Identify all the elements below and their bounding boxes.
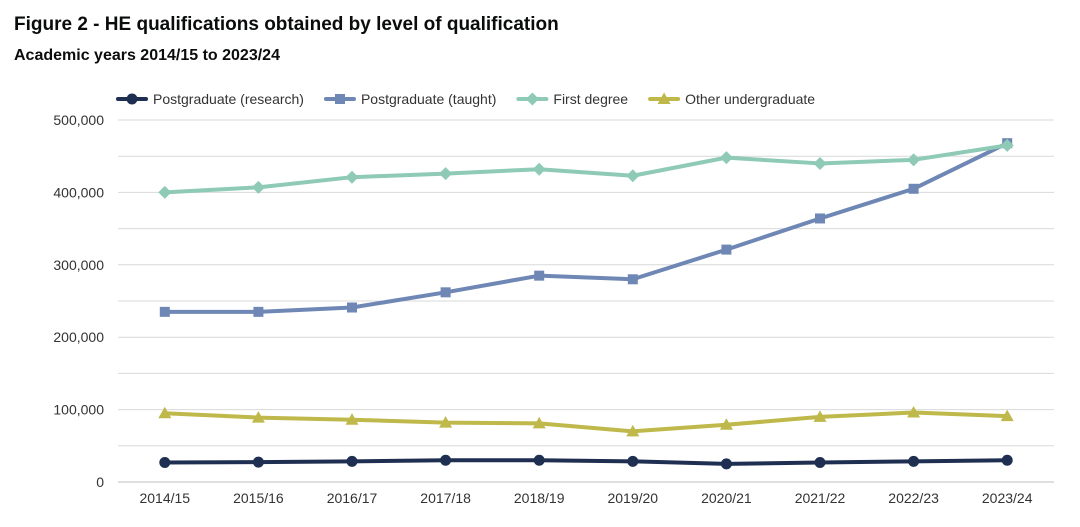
x-tick-label: 2018/19: [514, 490, 565, 506]
x-tick-label: 2023/24: [982, 490, 1033, 506]
y-tick-label: 400,000: [53, 184, 104, 200]
data-point-first-degree: [251, 180, 265, 194]
legend-marker: [334, 94, 345, 104]
legend-label: Other undergraduate: [685, 91, 815, 107]
data-point-postgraduate-research: [252, 456, 264, 468]
data-point-first-degree: [532, 162, 546, 176]
data-point-first-degree: [1000, 138, 1014, 152]
chart-title: Figure 2 - HE qualifications obtained by…: [14, 14, 559, 35]
legend-marker: [657, 92, 671, 104]
x-tick-label: 2021/22: [795, 490, 846, 506]
data-point-postgraduate-research: [346, 455, 358, 467]
data-point-first-degree: [813, 156, 827, 170]
legend-label: Postgraduate (research): [153, 91, 304, 107]
legend-label: Postgraduate (taught): [361, 91, 496, 107]
x-tick-label: 2022/23: [888, 490, 939, 506]
data-point-first-degree: [439, 167, 453, 181]
data-point-other-undergraduate: [719, 418, 733, 430]
data-point-first-degree: [626, 169, 640, 183]
data-point-postgraduate-research: [533, 454, 545, 466]
data-point-postgraduate-research: [159, 456, 171, 468]
data-point-postgraduate-research: [814, 456, 826, 468]
series-line-postgraduate-taught: [162, 141, 1010, 314]
series-line-first-degree: [162, 143, 1010, 195]
data-point-other-undergraduate: [532, 416, 546, 429]
series-postgraduate-research: [159, 454, 1013, 470]
series-first-degree: [158, 138, 1014, 199]
data-point-first-degree: [158, 185, 172, 199]
series-other-undergraduate: [158, 405, 1014, 437]
data-point-postgraduate-research: [1001, 454, 1013, 466]
legend-item-first-degree: First degree: [516, 91, 628, 107]
x-tick-label: 2014/15: [139, 490, 190, 506]
data-point-other-undergraduate: [158, 406, 172, 419]
x-tick-label: 2020/21: [701, 490, 752, 506]
legend-item-other-undergraduate: Other undergraduate: [648, 91, 815, 107]
legend: Postgraduate (research) Postgraduate (tau…: [116, 91, 815, 107]
data-point-postgraduate-taught: [815, 213, 825, 224]
data-point-postgraduate-taught: [908, 183, 919, 194]
data-point-postgraduate-taught: [627, 274, 638, 285]
chart-subtitle: Academic years 2014/15 to 2023/24: [14, 47, 280, 64]
y-tick-label: 0: [96, 474, 104, 490]
x-tick-label: 2016/17: [327, 490, 378, 506]
data-point-other-undergraduate: [626, 424, 640, 437]
series-line-other-undergraduate: [162, 410, 1010, 434]
data-point-postgraduate-taught: [347, 302, 357, 313]
y-tick-label: 500,000: [53, 112, 104, 128]
legend-item-postgraduate-research: Postgraduate (research): [116, 91, 304, 107]
series-line-postgraduate-research: [162, 458, 1010, 466]
x-tick-label: 2017/18: [420, 490, 471, 506]
data-point-postgraduate-research: [440, 454, 452, 466]
data-point-postgraduate-research: [627, 455, 639, 467]
data-point-first-degree: [345, 170, 359, 184]
legend-marker: [126, 93, 138, 105]
data-point-postgraduate-taught: [440, 287, 451, 298]
data-point-other-undergraduate: [813, 410, 827, 422]
grid: [118, 119, 1054, 483]
data-point-other-undergraduate: [251, 411, 265, 423]
data-point-other-undergraduate: [345, 413, 359, 425]
legend-label: First degree: [553, 91, 628, 107]
data-point-first-degree: [719, 151, 733, 165]
data-point-first-degree: [907, 153, 921, 167]
data-point-other-undergraduate: [1000, 409, 1014, 422]
y-tick-label: 100,000: [53, 402, 104, 418]
x-tick-label: 2019/20: [607, 490, 658, 506]
y-tick-label: 300,000: [53, 257, 104, 273]
data-point-other-undergraduate: [907, 405, 921, 418]
x-tick-label: 2015/16: [233, 490, 284, 506]
y-axis: 0 100,000 200,000 300,000 400,000 500,000: [53, 112, 104, 490]
data-point-postgraduate-taught: [721, 244, 732, 255]
series-postgraduate-taught: [159, 138, 1013, 317]
data-point-other-undergraduate: [439, 416, 453, 428]
data-point-postgraduate-taught: [253, 306, 264, 317]
x-axis: 2014/15 2015/16 2016/17 2017/18 2018/19 2019/…: [139, 490, 1032, 506]
legend-marker: [525, 92, 539, 106]
data-point-postgraduate-taught: [159, 306, 170, 317]
series-group: [158, 138, 1014, 470]
data-point-postgraduate-taught: [534, 270, 545, 281]
legend-item-postgraduate-taught: Postgraduate (taught): [323, 91, 496, 107]
data-point-postgraduate-research: [720, 458, 732, 470]
data-point-postgraduate-research: [908, 455, 920, 467]
y-tick-label: 200,000: [53, 329, 104, 345]
